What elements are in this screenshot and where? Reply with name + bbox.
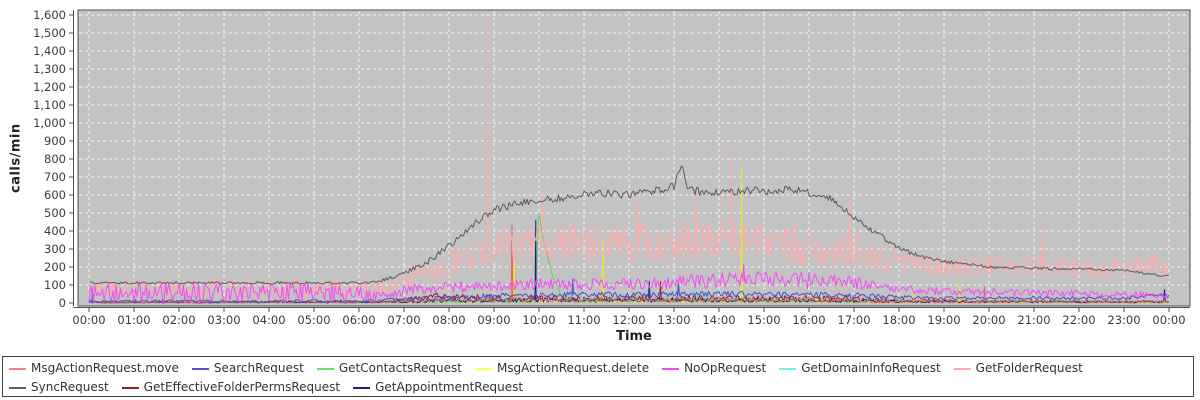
legend-label: GetEffectiveFolderPermsRequest (143, 380, 341, 394)
legend-label: GetAppointmentRequest (375, 380, 524, 394)
y-tick-label: 500 (44, 206, 66, 220)
series-MsgActionRequest.move (88, 224, 1170, 304)
y-tick-label: 600 (44, 188, 66, 202)
axes (69, 10, 1190, 312)
legend-label: SyncRequest (31, 380, 109, 394)
x-tick-label: 11:00 (567, 313, 600, 327)
x-axis-title: Time (616, 329, 652, 344)
legend-label: GetFolderRequest (975, 361, 1083, 375)
y-tick-label: 1,200 (33, 80, 66, 94)
y-tick-label: 100 (44, 278, 66, 292)
series-NoOpRequest (88, 263, 1170, 304)
x-tick-label: 03:00 (207, 313, 240, 327)
series-group (88, 21, 1170, 304)
y-tick-label: 1,600 (33, 8, 66, 22)
x-tick-label: 12:00 (612, 313, 645, 327)
legend-item: NoOpRequest (662, 360, 766, 377)
series-SyncRequest (88, 165, 1170, 285)
legend-swatch (662, 367, 680, 370)
y-tick-label: 0 (59, 296, 66, 310)
x-tick-label: 14:00 (702, 313, 735, 327)
legend-label: MsgActionRequest.move (31, 361, 179, 375)
x-tick-label: 22:00 (1062, 313, 1095, 327)
legend-item: SearchRequest (191, 360, 304, 377)
legend-item: MsgActionRequest.delete (474, 360, 650, 377)
legend-swatch (121, 386, 139, 389)
x-tick-label: 17:00 (837, 313, 870, 327)
legend-item: GetContactsRequest (316, 360, 462, 377)
x-tick-label: 10:00 (522, 313, 555, 327)
legend-label: GetDomainInfoRequest (801, 361, 941, 375)
legend-swatch (353, 386, 371, 389)
series-SearchRequest (88, 278, 1170, 304)
legend-item: GetEffectiveFolderPermsRequest (121, 379, 341, 396)
x-tick-label: 04:00 (252, 313, 285, 327)
legend-label: GetContactsRequest (338, 361, 462, 375)
legend-swatch (779, 367, 797, 370)
plot-canvas: 0 100 200 300 400 500 600 700 800 900 1,000 1,100 1,… (33, 8, 1191, 327)
x-tick-label: 02:00 (162, 313, 195, 327)
legend-item: GetFolderRequest (953, 360, 1083, 377)
legend-label: NoOpRequest (684, 361, 767, 375)
y-tick-label: 1,100 (33, 98, 66, 112)
legend-item: GetDomainInfoRequest (779, 360, 941, 377)
legend-swatch (316, 367, 334, 370)
x-tick-label: 18:00 (882, 313, 915, 327)
y-tick-label: 300 (44, 242, 66, 256)
x-tick-label: 05:00 (297, 313, 330, 327)
x-tick-label: 21:00 (1017, 313, 1050, 327)
y-tick-label: 700 (44, 170, 66, 184)
x-tick-label: 23:00 (1107, 313, 1140, 327)
y-tick-label: 1,000 (33, 116, 66, 130)
legend-label: SearchRequest (213, 361, 304, 375)
y-tick-label: 1,300 (33, 62, 66, 76)
x-tick-label: 09:00 (477, 313, 510, 327)
legend: MsgActionRequest.move SearchRequest GetCon… (2, 356, 1194, 397)
gridlines (79, 11, 1189, 305)
legend-swatch (953, 367, 971, 370)
x-tick-label: 00:00 (72, 313, 105, 327)
legend-swatch (191, 367, 209, 370)
x-tick-label: 15:00 (747, 313, 780, 327)
y-axis-title: calls/min (8, 123, 24, 193)
legend-label: MsgActionRequest.delete (496, 361, 650, 375)
legend-swatch (9, 386, 26, 389)
legend-swatch (474, 367, 492, 370)
legend-item: GetAppointmentRequest (353, 379, 523, 396)
x-tick-label: 19:00 (927, 313, 960, 327)
x-tick-label: 08:00 (432, 313, 465, 327)
y-tick-label: 1,400 (33, 44, 66, 58)
legend-item: MsgActionRequest.move (9, 360, 179, 377)
x-tick-label: 07:00 (387, 313, 420, 327)
x-tick-label: 16:00 (792, 313, 825, 327)
x-tick-label: 20:00 (972, 313, 1005, 327)
legend-item: SyncRequest (9, 379, 109, 396)
y-tick-label: 800 (44, 152, 66, 166)
legend-swatch (9, 367, 26, 370)
x-tick-label: 01:00 (117, 313, 150, 327)
y-tick-label: 400 (44, 224, 66, 238)
y-tick-label: 1,500 (33, 26, 66, 40)
y-tick-label: 200 (44, 260, 66, 274)
x-tick-label: 00:00 (1152, 313, 1185, 327)
x-tick-label: 13:00 (657, 313, 690, 327)
x-tick-label: 06:00 (342, 313, 375, 327)
plot-area (77, 9, 1191, 307)
y-tick-label: 900 (44, 134, 66, 148)
